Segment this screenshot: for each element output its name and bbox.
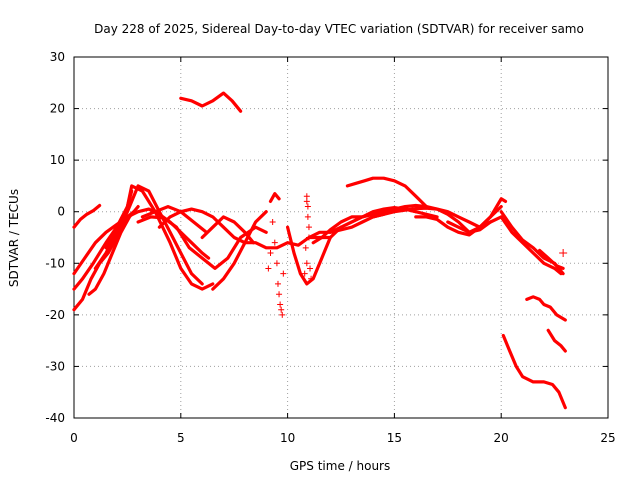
scatter-point — [279, 311, 286, 318]
x-tick-label: 20 — [494, 431, 509, 445]
scatter-point — [269, 219, 276, 226]
series-arc-22 — [446, 220, 493, 234]
series-arc-01 — [72, 203, 102, 229]
series-arc-07 — [104, 207, 211, 260]
y-tick-label: 30 — [50, 50, 65, 64]
scatter-point — [303, 260, 310, 267]
scatter-point — [273, 260, 280, 267]
scatter-point — [303, 193, 310, 200]
series-arc-27 — [525, 295, 567, 322]
scatter-point — [280, 270, 287, 277]
scatter-layer — [265, 193, 315, 318]
series-arc-09 — [140, 205, 208, 234]
scatter-point — [278, 306, 285, 313]
series-arc-14 — [268, 192, 281, 203]
scatter-point — [305, 234, 312, 241]
y-tick-label: -30 — [45, 359, 65, 373]
y-tick-label: -40 — [45, 411, 65, 425]
series-point-arc-29 — [559, 248, 568, 257]
scatter-point — [303, 198, 310, 205]
scatter-point — [274, 280, 281, 287]
plot-frame — [73, 56, 609, 419]
y-tick-label: 0 — [57, 205, 65, 219]
series-arc-18 — [328, 206, 503, 234]
x-tick-label: 0 — [70, 431, 78, 445]
series-arc-19 — [345, 176, 428, 209]
series-arc-15 — [286, 225, 343, 286]
series-arc-28 — [546, 328, 567, 353]
x-axis-label: GPS time / hours — [290, 459, 391, 473]
scatter-point — [277, 301, 284, 308]
x-tick-label: 15 — [387, 431, 402, 445]
scatter-point — [308, 275, 315, 282]
scatter-point — [307, 265, 314, 272]
axis-ticks — [73, 56, 609, 419]
grid — [74, 57, 608, 418]
x-tick-label: 5 — [177, 431, 185, 445]
y-tick-label: -20 — [45, 308, 65, 322]
y-tick-label: 20 — [50, 102, 65, 116]
scatter-point — [302, 244, 309, 251]
y-axis-tick-labels: -40 -30 -20 -10 0 10 20 30 — [45, 50, 65, 425]
x-axis-tick-labels: 0 5 10 15 20 25 — [70, 431, 615, 445]
series-arc-11 — [211, 210, 268, 291]
y-tick-label: 10 — [50, 153, 65, 167]
series-arc-25 — [538, 248, 565, 270]
x-tick-label: 25 — [600, 431, 615, 445]
series-layer — [72, 91, 568, 410]
scatter-point — [304, 203, 311, 210]
series-arc-26 — [501, 333, 567, 410]
y-axis-label: SDTVAR / TECUs — [7, 189, 21, 287]
series-arc-24 — [499, 215, 563, 276]
scatter-point — [271, 239, 278, 246]
chart-title: Day 228 of 2025, Sidereal Day-to-day VTE… — [94, 22, 584, 36]
scatter-point — [305, 224, 312, 231]
series-arc-04 — [72, 184, 215, 312]
scatter-point — [301, 270, 308, 277]
series-arc-12 — [200, 215, 255, 245]
series-arc-05 — [87, 205, 140, 296]
series-arc-21 — [414, 197, 508, 237]
scatter-point — [267, 249, 274, 256]
y-tick-label: -10 — [45, 256, 65, 270]
scatter-point — [265, 265, 272, 272]
x-tick-label: 10 — [280, 431, 295, 445]
series-arc-17 — [311, 207, 439, 245]
scatter-point — [304, 213, 311, 220]
series-arc-13 — [179, 91, 243, 113]
scatter-point — [276, 291, 283, 298]
